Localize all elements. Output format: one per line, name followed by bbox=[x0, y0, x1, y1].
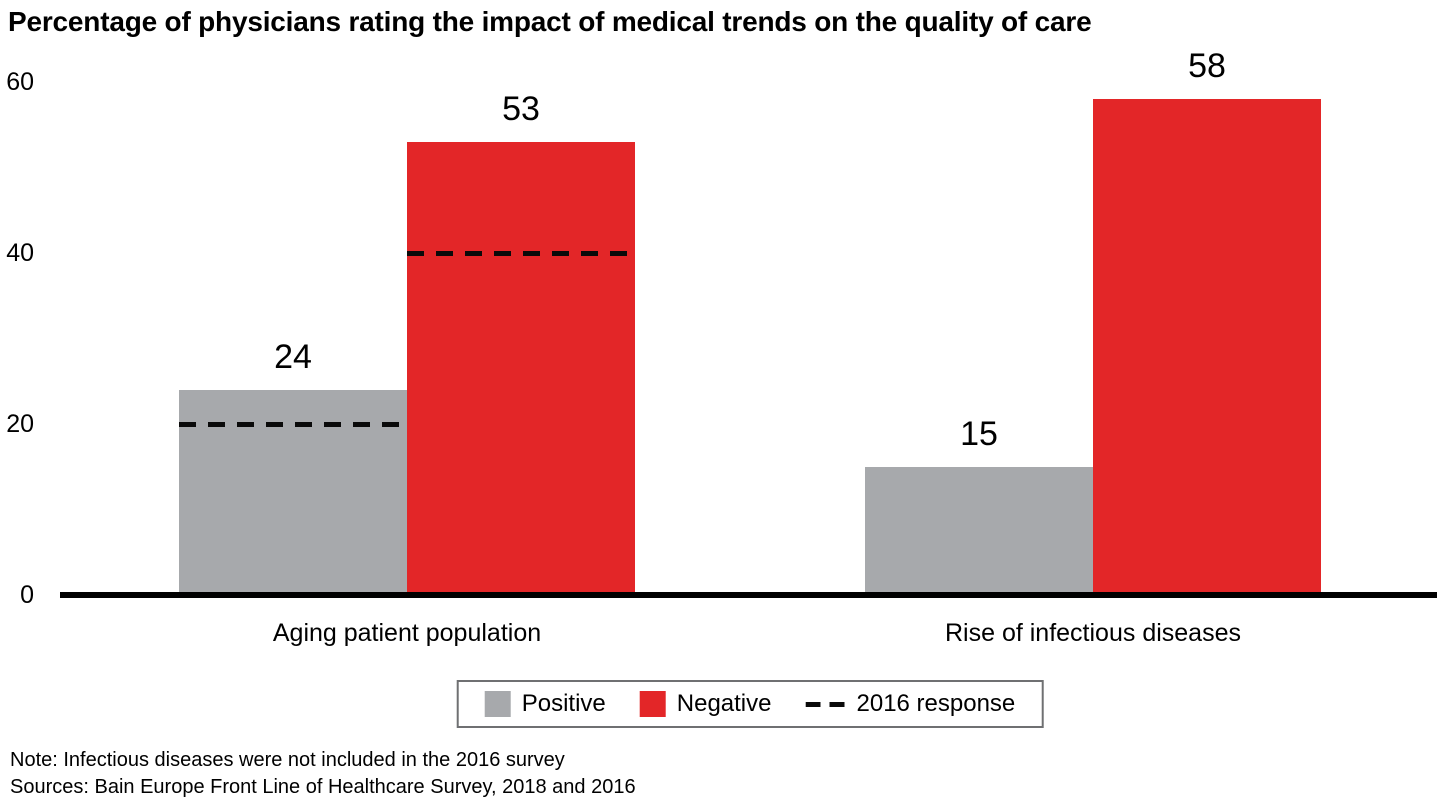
legend-item-negative: Negative bbox=[639, 690, 772, 717]
legend: Positive Negative 2016 response bbox=[456, 680, 1044, 728]
legend-item-positive: Positive bbox=[484, 690, 606, 717]
bar-value-label: 58 bbox=[1188, 47, 1226, 86]
y-tick-label-20: 20 bbox=[6, 410, 34, 438]
sources-line: Sources: Bain Europe Front Line of Healt… bbox=[10, 776, 636, 798]
legend-label: 2016 response bbox=[856, 690, 1016, 717]
legend-dash-icon bbox=[805, 701, 846, 707]
bar-positive-2 bbox=[865, 466, 1093, 592]
bar-negative-2 bbox=[1093, 99, 1321, 592]
bar-value-label: 15 bbox=[960, 414, 998, 453]
legend-swatch-icon bbox=[639, 691, 666, 717]
legend-item-2016-response: 2016 response bbox=[805, 691, 1015, 717]
bar-positive-1 bbox=[179, 389, 407, 592]
reference-line-2016-negative bbox=[407, 251, 635, 256]
legend-label: Positive bbox=[521, 690, 606, 717]
y-tick-label-0: 0 bbox=[20, 581, 34, 609]
legend-swatch-icon bbox=[484, 691, 511, 717]
bar-value-label: 24 bbox=[274, 337, 312, 376]
bar-value-label: 53 bbox=[502, 89, 540, 128]
y-tick-label-40: 40 bbox=[6, 239, 34, 267]
footnotes: Note: Infectious diseases were not inclu… bbox=[10, 747, 636, 801]
bar-negative-1 bbox=[407, 141, 635, 592]
chart-title: Percentage of physicians rating the impa… bbox=[8, 6, 1092, 37]
note-line: Note: Infectious diseases were not inclu… bbox=[10, 749, 565, 771]
category-label-2: Rise of infectious diseases bbox=[945, 619, 1241, 647]
y-tick-label-60: 60 bbox=[6, 68, 34, 96]
legend-label: Negative bbox=[676, 690, 772, 717]
category-label-1: Aging patient population bbox=[272, 619, 542, 647]
reference-line-2016-positive bbox=[179, 422, 407, 427]
x-axis-line bbox=[60, 592, 1437, 598]
